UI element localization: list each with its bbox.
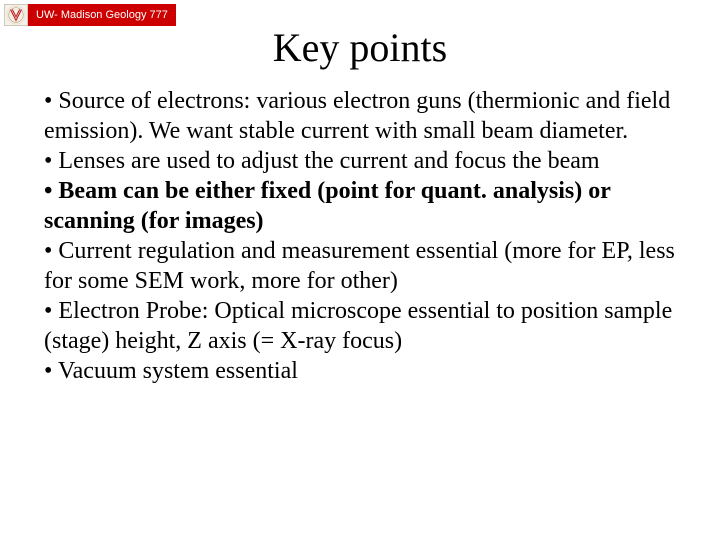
list-item: • Beam can be either fixed (point for qu… [44, 176, 680, 236]
list-item: • Electron Probe: Optical microscope ess… [44, 296, 680, 356]
list-item: • Lenses are used to adjust the current … [44, 146, 680, 176]
institution-logo-icon [4, 4, 28, 26]
list-item: • Source of electrons: various electron … [44, 86, 680, 146]
page-title: Key points [0, 24, 720, 71]
course-label: UW- Madison Geology 777 [28, 4, 176, 26]
bullet-list: • Source of electrons: various electron … [44, 86, 680, 386]
list-item: • Vacuum system essential [44, 356, 680, 386]
header-bar: UW- Madison Geology 777 [4, 4, 176, 26]
list-item: • Current regulation and measurement ess… [44, 236, 680, 296]
